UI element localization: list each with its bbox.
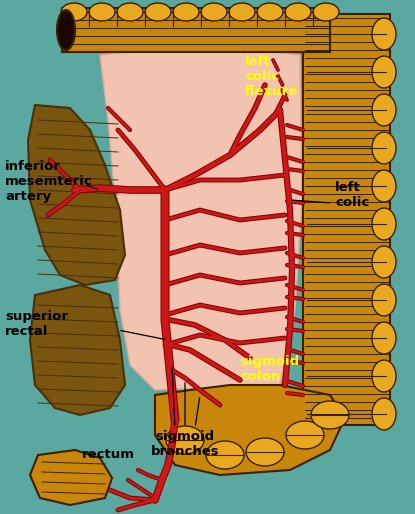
Ellipse shape <box>372 398 396 430</box>
Bar <box>303 14 390 425</box>
Polygon shape <box>28 105 125 285</box>
Polygon shape <box>30 450 112 505</box>
Ellipse shape <box>61 3 87 21</box>
Ellipse shape <box>372 208 396 240</box>
Text: sigmoid
branches: sigmoid branches <box>151 430 219 458</box>
Ellipse shape <box>372 18 396 50</box>
Text: rectum: rectum <box>81 448 134 461</box>
Ellipse shape <box>372 360 396 392</box>
Ellipse shape <box>372 94 396 126</box>
Ellipse shape <box>285 3 311 21</box>
Text: inferior
mesemteric
artery: inferior mesemteric artery <box>5 160 93 203</box>
Polygon shape <box>100 45 302 390</box>
Ellipse shape <box>372 284 396 316</box>
Ellipse shape <box>372 246 396 278</box>
Text: left
colic
flexure: left colic flexure <box>245 55 298 98</box>
Polygon shape <box>30 285 125 415</box>
Ellipse shape <box>372 132 396 164</box>
Ellipse shape <box>372 56 396 88</box>
Ellipse shape <box>257 3 283 21</box>
Ellipse shape <box>89 3 115 21</box>
Ellipse shape <box>372 170 396 202</box>
Ellipse shape <box>201 3 227 21</box>
Ellipse shape <box>286 421 324 449</box>
Ellipse shape <box>246 438 284 466</box>
Polygon shape <box>155 385 345 475</box>
Ellipse shape <box>145 3 171 21</box>
Bar <box>62 8 330 52</box>
Ellipse shape <box>173 3 199 21</box>
Ellipse shape <box>206 441 244 469</box>
Ellipse shape <box>311 401 349 429</box>
Ellipse shape <box>313 3 339 21</box>
Text: left
colic: left colic <box>335 181 369 209</box>
Text: sigmoid
colon: sigmoid colon <box>240 355 299 383</box>
Text: superior
rectal: superior rectal <box>5 310 68 338</box>
Ellipse shape <box>166 426 204 454</box>
Ellipse shape <box>57 10 75 50</box>
Ellipse shape <box>229 3 255 21</box>
Ellipse shape <box>117 3 143 21</box>
Ellipse shape <box>372 322 396 354</box>
